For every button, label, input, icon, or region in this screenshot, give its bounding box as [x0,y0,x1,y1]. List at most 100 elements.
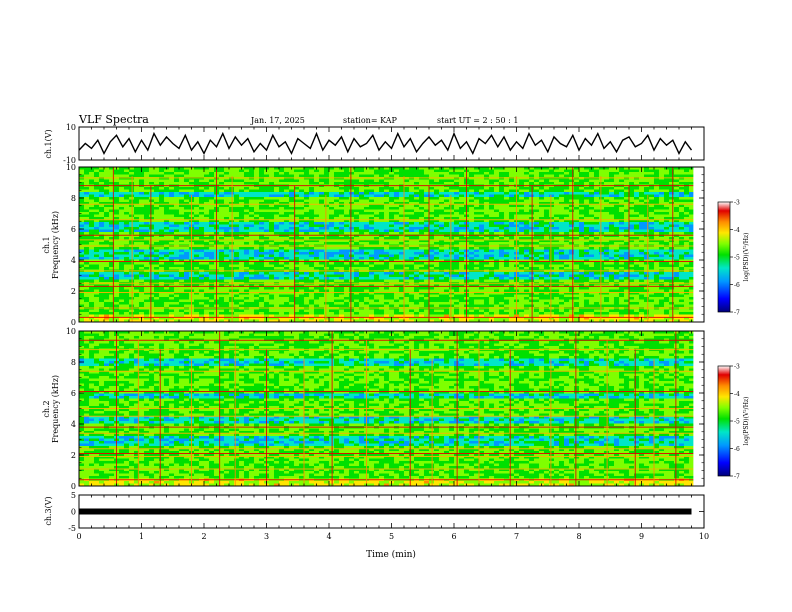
spectrogram-cell [624,254,630,258]
y-tick-label: 10 [66,123,76,132]
spectrogram-cell [309,167,315,170]
spectrogram-cell [339,259,345,263]
spectrogram-cell [494,177,500,180]
spectrogram-cell [554,237,560,240]
spectrogram-cell [654,174,660,178]
spectrogram-cell [94,234,100,238]
spectrogram-cell [194,239,200,243]
spectrogram-cell [399,197,405,200]
spectrogram-cell [609,189,615,193]
spectrogram-cell [634,219,640,223]
spectrogram-cell [629,202,635,205]
spectrogram-cell [294,254,300,258]
spectrogram-cell [614,204,620,208]
spectrogram-cell [439,229,445,233]
spectrogram-cell [359,194,365,198]
spectrogram-cell [574,182,580,185]
spectrogram-cell [259,259,265,263]
spectrogram-cell [674,194,680,198]
spectrogram-cell [469,172,475,175]
spectrogram-cell [504,202,510,205]
spectrogram-cell [429,247,435,250]
spectrogram-cell [664,197,670,200]
spectrogram-cell [454,227,460,230]
spectrogram-cell [279,227,285,230]
spectrogram-cell [664,247,670,250]
spectrogram-cell [494,242,500,245]
spectrogram-cell [474,227,480,230]
spectrogram-cell [479,194,485,198]
spectrogram-cell [524,194,530,198]
spectrogram-cell [184,259,190,263]
spectrogram-cell [379,197,385,200]
spectrogram-cell [264,232,270,235]
spectrogram-cell [434,219,440,223]
spectrogram-cell [144,257,150,260]
spectrogram-cell [139,172,145,175]
spectrogram-cell [199,234,205,238]
spectrogram-cell [89,222,95,225]
spectrogram-cell [524,234,530,238]
spectrogram-cell [324,237,330,240]
spectrogram-cell [154,189,160,193]
spectrogram-cell [454,169,460,173]
spectrogram-cell [169,167,175,170]
spectrogram-cell [674,242,680,245]
spectrogram-cell [264,219,270,223]
spectrogram-cell [139,189,145,193]
spectrogram-cell [484,239,490,243]
spectrogram-cell [219,217,225,220]
spectrogram-cell [294,234,300,238]
spectrogram-cell [294,224,300,228]
spectrogram-cell [184,257,190,260]
spectrogram-cell [519,257,525,260]
spectrogram-cell [549,169,555,173]
spectrogram-cell [264,172,270,175]
spectrogram-cell [234,227,240,230]
spectrogram-cell [659,174,665,178]
spectrogram-cell [439,209,445,213]
spectrogram-cell [234,234,240,238]
spectrogram-cell [574,197,580,200]
spectrogram-cell [94,209,100,213]
spectrogram-cell [644,174,650,178]
spectrogram-cell [349,209,355,213]
spectrogram-cell [239,249,245,253]
spectrogram-cell [124,204,130,208]
spectrogram-cell [269,259,275,263]
spectrogram-cell [269,174,275,178]
spectrogram-cell [414,229,420,233]
spectrogram-cell [89,192,95,195]
spectrogram-cell [494,247,500,250]
spectrogram-cell [164,189,170,193]
spectrogram-cell [319,219,325,223]
spectrogram-cell [329,239,335,243]
spectrogram-cell [249,219,255,223]
spectrogram-cell [644,207,650,210]
spectrogram-cell [84,214,90,218]
spectrogram-cell [319,189,325,193]
spectrogram-cell [454,174,460,178]
spectrogram-cell [294,249,300,253]
spectrogram-cell [469,219,475,223]
spectrogram-cell [334,177,340,180]
spectrogram-cell [269,172,275,175]
spectrogram-cell [624,229,630,233]
spectrogram-cell [299,219,305,223]
spectrogram-cell [394,252,400,255]
spectrogram-cell [499,242,505,245]
spectrogram-cell [134,222,140,225]
spectrogram-cell [619,254,625,258]
spectrogram-cell [539,257,545,260]
spectrogram-cell [299,214,305,218]
spectrogram-cell [329,189,335,193]
spectrogram-cell [454,222,460,225]
spectrogram-cell [649,189,655,193]
spectrogram-cell [109,179,115,183]
spectrogram-cell [234,209,240,213]
spectrogram-cell [329,257,335,260]
spectrogram-cell [289,209,295,213]
spectrogram-cell [219,207,225,210]
spectrogram-cell [279,262,285,265]
spectrogram-cell [524,172,530,175]
